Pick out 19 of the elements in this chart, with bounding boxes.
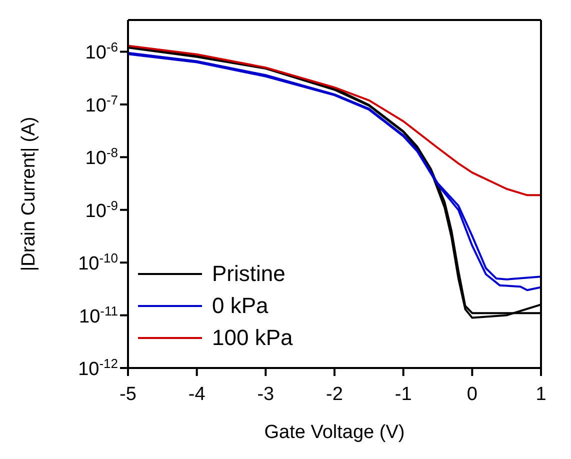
legend-label: Pristine: [212, 260, 286, 288]
y-tick-label: 10$^{-12}$: [78, 356, 118, 380]
x-tick-label: -2: [326, 384, 343, 405]
y-tick-label: 10$^{-8}$: [85, 144, 118, 170]
x-axis-title: Gate Voltage (V): [264, 422, 405, 443]
y-tick-label: 10$^{-10}$: [78, 250, 118, 275]
x-tick-label: -3: [257, 384, 274, 405]
y-tick-label: 10$^{-11}$: [79, 302, 118, 328]
x-tick-label: -1: [394, 384, 412, 405]
x-tick-label: 1: [536, 384, 546, 405]
y-tick-label: 10$^{-9}$: [85, 197, 118, 222]
x-tick-label: -4: [188, 384, 206, 405]
legend-label: 100 kPa: [212, 324, 293, 352]
legend-label: 0 kPa: [212, 292, 268, 320]
y-tick-label: 10$^{-6}$: [85, 39, 118, 64]
x-tick-label: -5: [120, 384, 136, 405]
y-axis-title: |Drain Current| (A): [18, 116, 40, 272]
x-tick-label: 0: [466, 384, 478, 405]
y-tick-label: 10$^{-7}$: [85, 92, 118, 116]
